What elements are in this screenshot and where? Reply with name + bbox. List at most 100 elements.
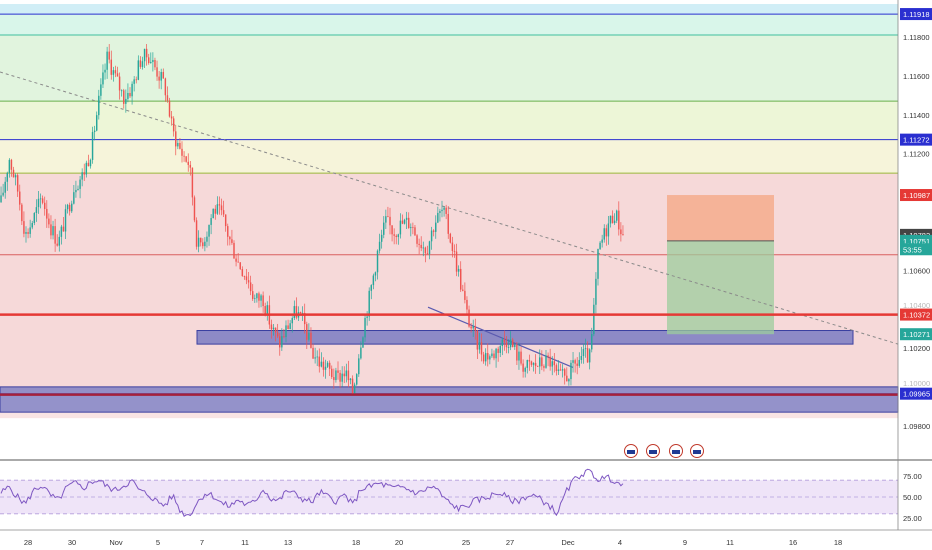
candle-body (185, 156, 187, 162)
candle-body (355, 374, 358, 385)
long-position-tool[interactable] (667, 195, 774, 335)
price-tag-label: 1.11918 (903, 10, 930, 19)
flag-icon (693, 450, 701, 454)
candle-body (291, 318, 293, 324)
candle-body (347, 370, 350, 381)
candle-body (181, 148, 183, 156)
candle-body (295, 306, 298, 318)
price-tag-label: 53:55 (903, 245, 922, 254)
trendlines[interactable] (0, 71, 899, 368)
candle-body (349, 378, 352, 381)
candle-body (29, 227, 31, 234)
candle-body (428, 241, 431, 255)
candle-body (395, 235, 397, 238)
candle-body (435, 222, 437, 232)
horizontal-lines[interactable] (0, 313, 898, 396)
candle-body (414, 227, 416, 236)
rsi-line (0, 468, 624, 517)
candle-body (116, 73, 119, 77)
time-tick-label: 7 (200, 538, 204, 547)
fib-zone (0, 35, 898, 102)
candle-body (472, 326, 474, 329)
candle-body (588, 349, 591, 363)
rsi-tick-label: 50.00 (903, 493, 922, 502)
candle-body (98, 95, 100, 116)
candle-body (270, 324, 273, 330)
candle-body (127, 92, 129, 99)
price-tag-box (900, 387, 932, 400)
candle-body (399, 220, 402, 235)
position-target-zone[interactable] (667, 240, 774, 335)
candle-body (378, 241, 381, 251)
price-tag-box (900, 328, 932, 341)
time-tick-label: 20 (395, 538, 403, 547)
price-axis[interactable]: 1.11800 1.11600 1.11400 1.11200 1.10600 1.102… (0, 0, 932, 531)
price-tag-label: 1.10987 (903, 191, 930, 200)
candle-body (505, 342, 508, 348)
candle-body (337, 370, 339, 373)
candle-body (474, 326, 477, 331)
candle-body (239, 262, 241, 270)
candle-body (162, 71, 165, 79)
candle-body (160, 71, 162, 81)
demand-zone-lower[interactable] (0, 386, 899, 413)
candle-body (547, 355, 549, 357)
candle-body (60, 226, 63, 237)
candle-body (10, 159, 13, 170)
candle-body (591, 334, 593, 350)
channel-trendline[interactable] (427, 306, 574, 368)
candle-body (262, 295, 264, 307)
economic-events[interactable] (624, 444, 704, 458)
candle-body (566, 375, 568, 382)
time-tick-label: 4 (618, 538, 622, 547)
candle-body (318, 356, 321, 367)
candle-body (549, 356, 551, 367)
time-tick-label: 27 (506, 538, 514, 547)
candle-body (580, 356, 583, 360)
candle-body (418, 243, 420, 245)
flag-icon (627, 450, 635, 454)
candle-body (370, 285, 373, 291)
price-tick-label: 1.09800 (903, 422, 930, 431)
price-tick-label: 1.11200 (903, 150, 930, 159)
candle-body (170, 116, 173, 119)
candle-body (202, 242, 204, 247)
time-tick-label: 18 (352, 538, 360, 547)
candle-body (224, 214, 227, 227)
candle-body (43, 202, 46, 209)
candle-body (2, 192, 4, 196)
time-tick-label: 16 (789, 538, 797, 547)
candle-body (135, 79, 137, 81)
time-tick-label: 30 (68, 538, 76, 547)
candle-body (235, 258, 237, 262)
candle-body (139, 60, 142, 67)
candle-body (397, 234, 400, 238)
candle-body (251, 291, 254, 299)
price-tag-label: 1.10271 (903, 330, 930, 339)
candle-body (618, 210, 620, 230)
price-tick-label: 1.11800 (903, 33, 930, 42)
candle-body (241, 269, 244, 277)
position-stop-zone[interactable] (667, 195, 774, 241)
candle-body (191, 167, 194, 198)
time-axis[interactable]: 28 30 Nov 5 7 11 13 18 20 25 27 Dec 4 9 11 16 18 (24, 538, 842, 547)
candle-body (168, 100, 171, 117)
candle-body (41, 198, 44, 203)
candle-body (499, 345, 501, 353)
candle-body (204, 241, 206, 247)
time-tick-label: 5 (156, 538, 160, 547)
candle-body (141, 61, 144, 67)
candle-body (256, 293, 258, 299)
candle-body (368, 290, 370, 317)
price-candles (0, 43, 624, 396)
candle-body (104, 69, 106, 73)
candle-body (112, 70, 115, 75)
candle-body (266, 305, 269, 315)
demand-zone-boxes[interactable] (0, 330, 899, 413)
descending-trendline[interactable] (0, 71, 899, 345)
candle-body (495, 348, 497, 359)
candle-body (331, 368, 333, 378)
candle-body (35, 207, 38, 213)
candle-body (52, 226, 54, 236)
